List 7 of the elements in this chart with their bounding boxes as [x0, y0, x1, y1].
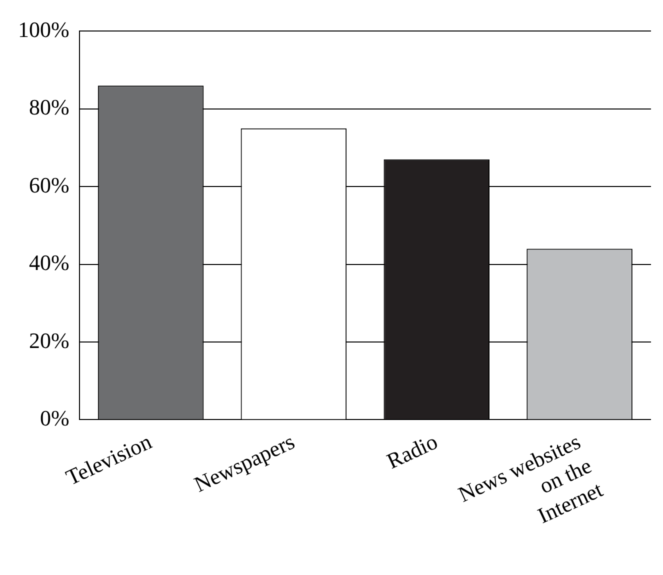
y-tick-label: 0% [40, 405, 70, 430]
y-tick-label: 20% [29, 328, 70, 353]
x-tick-label: Radio [382, 428, 442, 474]
y-tick-label: 80% [29, 94, 70, 120]
y-tick-label: 60% [29, 172, 70, 198]
y-tick-label: 40% [29, 250, 70, 276]
y-tick-label: 100% [18, 16, 70, 42]
